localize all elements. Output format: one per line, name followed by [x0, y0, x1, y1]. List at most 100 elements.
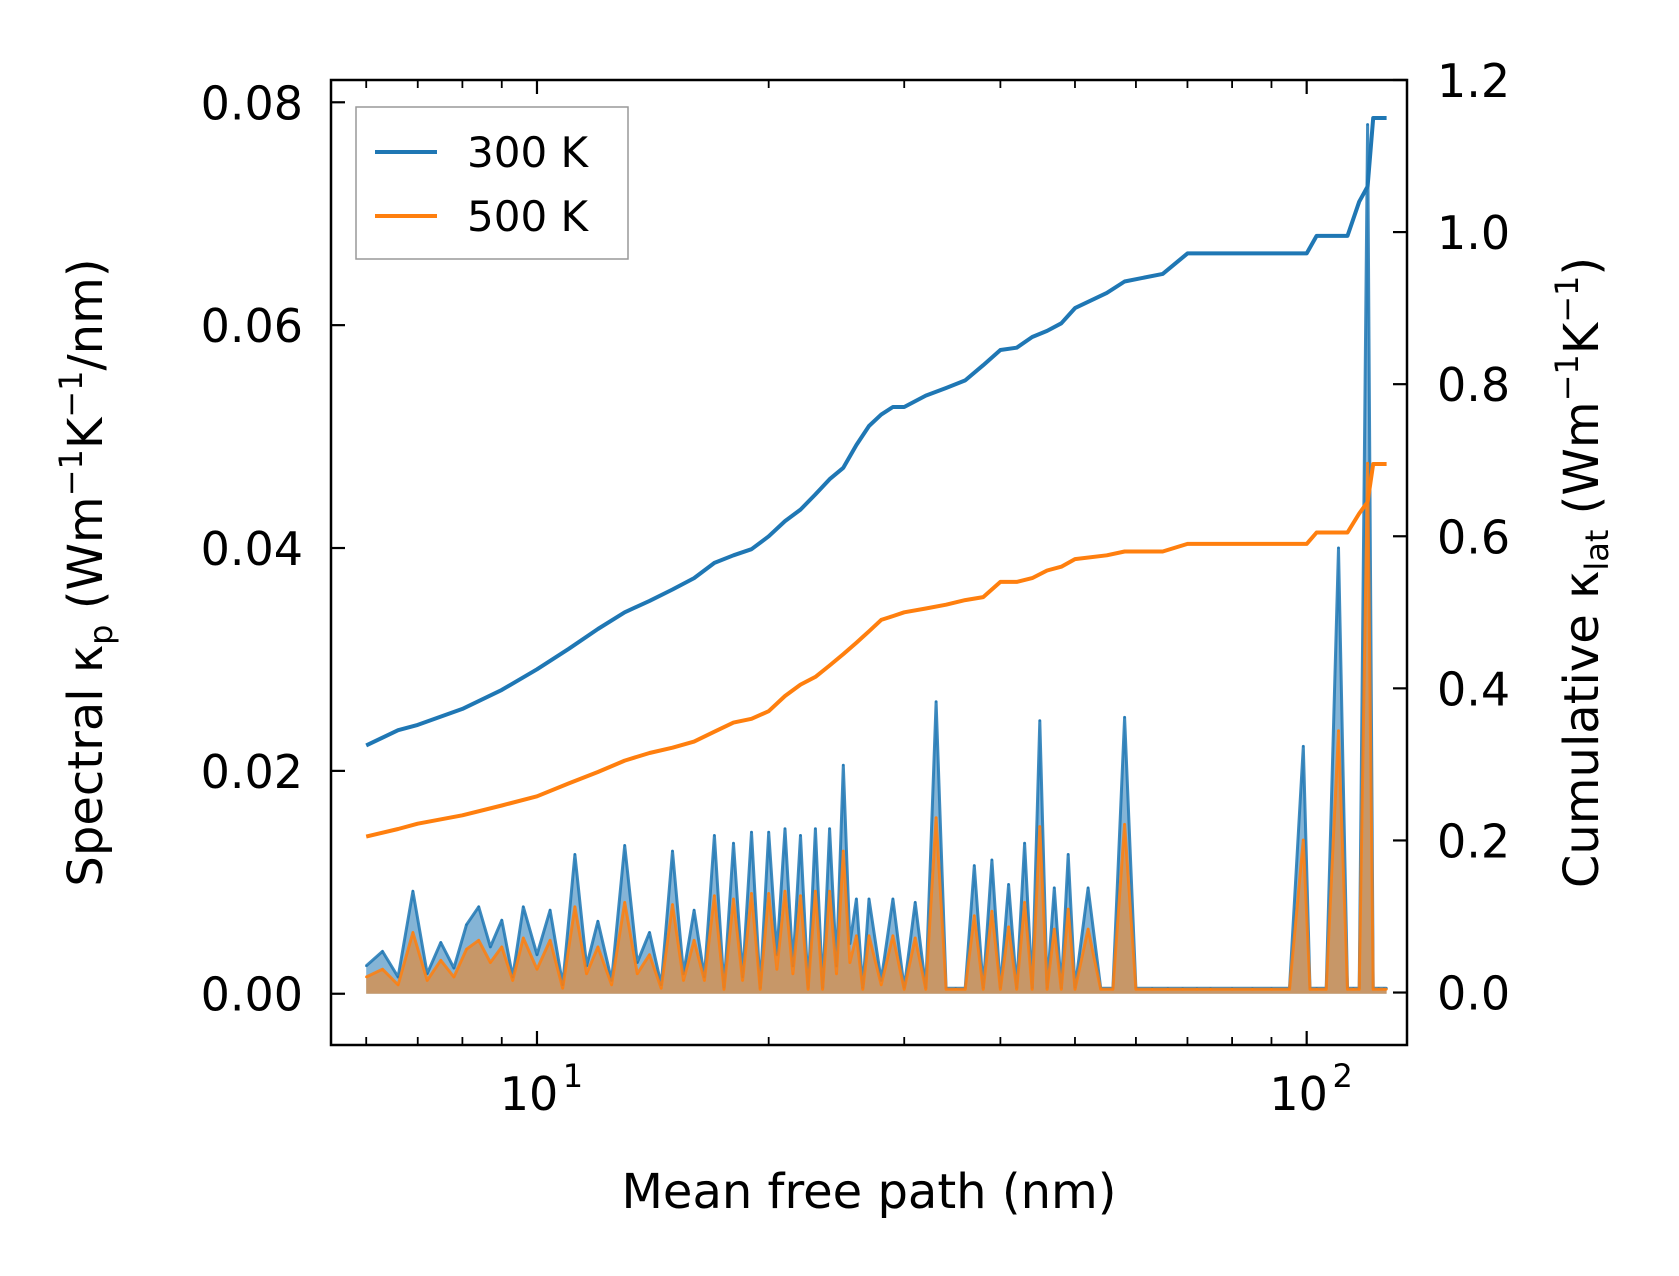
- spectral-point: [867, 897, 871, 901]
- spectral-point: [775, 968, 779, 971]
- spectral-point: [1337, 546, 1340, 550]
- spectral-point: [548, 939, 552, 942]
- spectral-point: [1325, 988, 1328, 991]
- spectral-point: [1134, 988, 1138, 991]
- spectral-point: [1007, 925, 1010, 929]
- spectral-point: [1308, 988, 1312, 991]
- spectral-point: [1151, 988, 1154, 991]
- axes: 0.00 0.02 0.04 0.06 0.08 0.0 0.2 0.4 0.6 0.8 1.0 1.…: [52, 54, 1616, 1220]
- spectral-point: [973, 914, 976, 917]
- spectral-point: [1086, 927, 1090, 931]
- spectral-point: [623, 901, 626, 904]
- y-right-axis-label-part: lat: [1578, 530, 1616, 571]
- spectral-point: [411, 890, 415, 893]
- spectral-point: [767, 892, 770, 895]
- spectral-point: [648, 953, 651, 956]
- spectral-point: [713, 834, 716, 837]
- spectral-point: [973, 864, 976, 867]
- spectral-point: [750, 892, 753, 895]
- y-left-tick-label: 0.00: [201, 968, 303, 1022]
- spectral-point: [1038, 719, 1042, 722]
- y-left-tick-label: 0.08: [201, 76, 303, 130]
- spectral-point: [799, 834, 802, 837]
- legend-label-0: 300 K: [467, 128, 590, 177]
- spectral-point: [561, 987, 564, 990]
- spectral-point: [1302, 838, 1305, 842]
- spectral-point: [944, 988, 948, 991]
- spectral-point: [365, 964, 368, 968]
- spectral-point: [914, 936, 917, 940]
- spectral-point: [660, 987, 663, 990]
- y-left-tick-label: 0.02: [201, 745, 303, 799]
- spectral-point: [914, 901, 917, 904]
- spectral-point: [842, 764, 845, 767]
- y-left-axis-label-part: −1: [52, 449, 90, 496]
- spectral-point: [828, 827, 831, 830]
- spectral-point: [636, 972, 639, 975]
- spectral-point: [835, 972, 838, 975]
- spectral-point: [465, 923, 468, 926]
- spectral-point: [522, 905, 525, 908]
- spectral-point: [452, 966, 456, 970]
- spectral-point: [783, 827, 787, 830]
- spectral-point: [713, 894, 716, 897]
- spectral-point: [1166, 988, 1170, 991]
- spectral-point: [411, 931, 415, 934]
- spectral-point: [999, 988, 1002, 991]
- spectral-point: [1337, 729, 1340, 732]
- spectral-point: [365, 975, 368, 979]
- spectral-point: [903, 988, 906, 991]
- spectral-point: [799, 894, 802, 897]
- spectral-point: [1358, 988, 1361, 991]
- spectral-point: [535, 953, 539, 956]
- spectral-point: [791, 972, 795, 975]
- spectral-point: [623, 844, 626, 847]
- legend-box: [355, 106, 629, 260]
- spectral-point: [381, 968, 384, 971]
- spectral-point: [821, 988, 824, 991]
- spectral-point: [535, 968, 539, 971]
- spectral-point: [891, 934, 895, 937]
- spectral-point: [1060, 988, 1063, 991]
- spectral-point: [750, 831, 753, 834]
- spectral-point: [954, 988, 957, 991]
- x-tick-label: 10: [1269, 1067, 1328, 1121]
- spectral-point: [759, 988, 762, 991]
- spectral-point: [880, 983, 883, 986]
- y-left-tick-label: 0.06: [201, 299, 303, 353]
- spectral-point: [934, 700, 938, 703]
- spectral-point: [1015, 988, 1018, 991]
- spectral-point: [703, 979, 706, 982]
- spectral-point: [1230, 988, 1234, 991]
- y-right-tick-label: 1.0: [1437, 206, 1510, 260]
- y-left-axis-label-part: K: [58, 416, 114, 449]
- spectral-point: [842, 849, 845, 853]
- spectral-point: [692, 909, 696, 912]
- x-tick-label: 10: [500, 1067, 559, 1121]
- spectral-point: [671, 849, 674, 853]
- cumulative-line-1: [365, 462, 1387, 839]
- plot-area: [365, 116, 1388, 994]
- spectral-point: [522, 936, 525, 940]
- spectral-point: [477, 939, 480, 942]
- y-right-tick-label: 0.8: [1437, 358, 1510, 412]
- spectral-point: [1111, 988, 1115, 991]
- y-right-tick-label: 0.6: [1437, 510, 1510, 564]
- y-right-axis-label-part: ): [1554, 257, 1610, 276]
- spectral-point: [1073, 988, 1077, 991]
- y-right-tick-label: 1.2: [1437, 54, 1510, 108]
- spectral-point: [1352, 988, 1355, 991]
- spectral-point: [489, 945, 492, 949]
- spectral-point: [741, 979, 744, 982]
- spectral-point: [682, 979, 685, 982]
- y-left-axis-label-part: /nm): [58, 258, 114, 370]
- cumulative-line-0: [365, 116, 1387, 748]
- spectral-point: [1123, 716, 1126, 719]
- y-right-axis-label-part: −1: [1548, 276, 1586, 323]
- spectral-point: [806, 988, 810, 991]
- spectral-point: [1270, 988, 1273, 991]
- spectral-point: [814, 827, 817, 830]
- y-right-axis-label: Cumulative κlat (Wm−1K−1): [1548, 257, 1616, 888]
- legend: 300 K 500 K: [355, 106, 629, 260]
